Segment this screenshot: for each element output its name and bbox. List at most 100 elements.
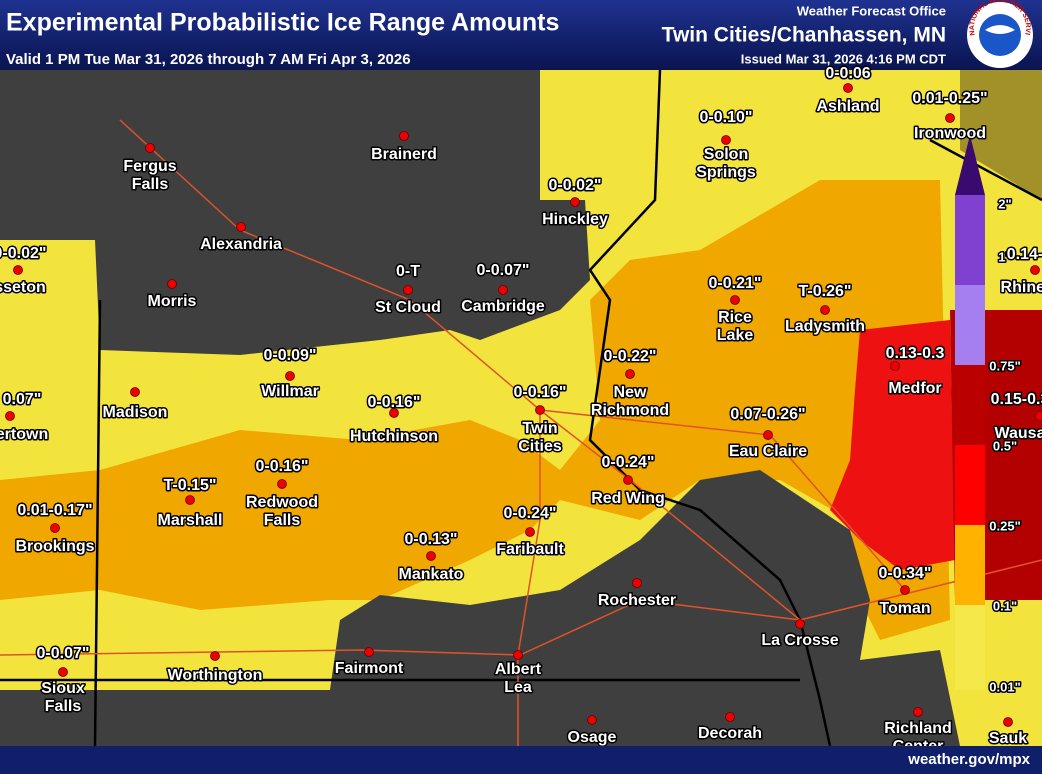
legend-label: 0.75": [989, 358, 1020, 373]
city-name: ertown: [0, 426, 48, 443]
city-name: Medfor: [888, 380, 941, 397]
ice-amount: 0.01-0.17": [17, 502, 92, 519]
city-name: Faribault: [496, 541, 564, 558]
ice-amount: 0-0.10": [700, 109, 753, 126]
ice-amount: 0-0.02": [549, 177, 602, 194]
city-dot: [913, 707, 923, 717]
legend-label: 0.25": [989, 518, 1020, 533]
city-dot: [1030, 265, 1040, 275]
city-name: Morris: [148, 293, 197, 310]
city-dot: [900, 585, 910, 595]
city-dot: [403, 285, 413, 295]
ice-amount: 0.14-: [1007, 246, 1042, 263]
city-name: Sioux: [41, 680, 85, 697]
city-dot: [843, 83, 853, 93]
city-name: Toman: [879, 600, 930, 617]
city-dot: [625, 369, 635, 379]
city-dot: [945, 113, 955, 123]
ice-amount: 0-0.34": [879, 565, 932, 582]
city-name: Rhinel: [1001, 279, 1042, 296]
city-dot: [389, 408, 399, 418]
ice-amount: 0-0.13": [405, 531, 458, 548]
city-dot: [721, 135, 731, 145]
city-name: Hinckley: [542, 211, 608, 228]
ice-amount: T-0.15": [164, 477, 217, 494]
ice-amount: 0-T: [396, 263, 420, 280]
city-name: Lea: [504, 679, 532, 696]
city-dot: [890, 361, 900, 371]
city-name: Albert: [495, 661, 542, 678]
city-name: Worthington: [168, 667, 263, 684]
city-name: Ironwood: [914, 125, 986, 142]
city-dot: [364, 647, 374, 657]
ice-amount: 0-0.21": [709, 275, 762, 292]
header-band: [0, 0, 1042, 70]
city-dot: [145, 143, 155, 153]
city-name: Cambridge: [461, 298, 545, 315]
city-dot: [513, 650, 523, 660]
ice-amount: 0-0.16": [256, 458, 309, 475]
city-dot: [210, 651, 220, 661]
city-name: Mankato: [399, 566, 464, 583]
city-name: Falls: [132, 176, 169, 193]
city-dot: [525, 527, 535, 537]
city-name: Ladysmith: [785, 318, 865, 335]
city-dot: [13, 265, 23, 275]
city-name: Falls: [45, 698, 82, 715]
city-name: Lake: [717, 327, 754, 344]
city-name: Willmar: [261, 383, 319, 400]
city-dot: [535, 405, 545, 415]
ice-amount: 0-0.16": [514, 384, 567, 401]
ice-amount: 0.01-0.25": [912, 90, 987, 107]
ice-amount: 0-0.24": [602, 454, 655, 471]
ice-amount: 0-0.07": [37, 645, 90, 662]
boundaries: [0, 69, 1042, 747]
office: Weather Forecast Office: [797, 3, 946, 18]
city-name: Springs: [696, 164, 756, 181]
city-dot: [820, 305, 830, 315]
city-dot: [795, 619, 805, 629]
city-dot: [399, 131, 409, 141]
city-name: Osage: [568, 729, 617, 746]
title: Experimental Probabilistic Ice Range Amo…: [6, 9, 559, 37]
city-name: Cities: [518, 438, 562, 455]
city-name: Madison: [103, 404, 168, 421]
city-dot: [167, 279, 177, 289]
legend-label: 0.01": [989, 679, 1020, 694]
ice-amount: 0-0.16": [368, 394, 421, 411]
city-dot: [185, 495, 195, 505]
cities: 0-0.06 Ashland 0.01-0.25" Ironwood 0-0.10" So…: [0, 64, 1042, 757]
city-name: Solon: [704, 146, 748, 163]
city-dot: [725, 712, 735, 722]
ice-amount: 0.07-0.26": [730, 406, 805, 423]
city-dot: [570, 197, 580, 207]
city-dot: [587, 715, 597, 725]
valid-period: Valid 1 PM Tue Mar 31, 2026 through 7 AM…: [6, 51, 411, 68]
footer-band: [0, 746, 1042, 774]
city-name: Fergus: [123, 158, 176, 175]
legend-label: 0.5": [993, 438, 1017, 453]
city-dot: [498, 285, 508, 295]
city-name: Hutchinson: [350, 428, 438, 445]
city-name: Alexandria: [200, 236, 282, 253]
city-dot: [426, 551, 436, 561]
ice-amount: 0-0.02": [0, 245, 46, 262]
city-name: sseton: [0, 279, 46, 296]
issued: Issued Mar 31, 2026 4:16 PM CDT: [741, 51, 946, 66]
footer-url: weather.gov/mpx: [907, 751, 1030, 768]
ice-amount: 0.15-0.3: [991, 391, 1042, 408]
city-name: Richland: [884, 720, 952, 737]
ice-amount: 0-0.09": [264, 347, 317, 364]
legend: 2" 1" 0.75" 0.5" 0.25" 0.1" 0.01": [955, 135, 1022, 696]
city-dot: [5, 411, 15, 421]
city-name: Eau Claire: [729, 443, 807, 460]
city-name: La Crosse: [761, 632, 838, 649]
city-dot: [130, 387, 140, 397]
city-dot: [1003, 717, 1013, 727]
ice-amount: 0-0.06: [825, 65, 870, 82]
city-name: Fairmont: [335, 660, 404, 677]
city-name: Ashland: [816, 98, 879, 115]
city-name: Brainerd: [371, 146, 437, 163]
ice-amount: 0.13-0.3: [886, 345, 945, 362]
